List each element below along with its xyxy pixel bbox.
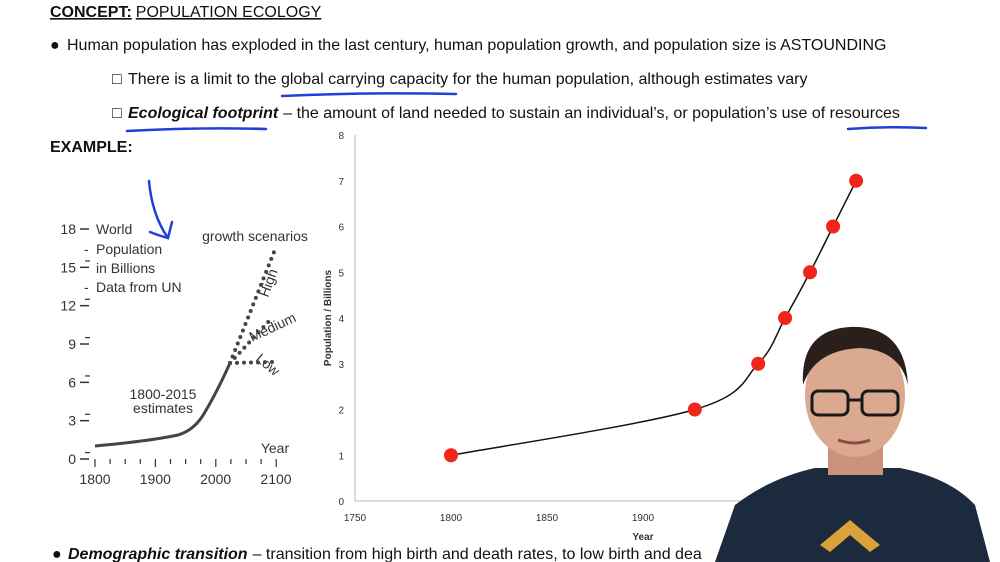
underline (125, 127, 268, 133)
y-tick-label: 4 (338, 314, 344, 325)
checkbox: □ (112, 105, 122, 122)
y-tick-label: 1 (338, 451, 344, 462)
x-label: Year (261, 440, 290, 456)
example-label: EXAMPLE: (50, 139, 133, 156)
estimate-label: estimates (133, 400, 193, 416)
x-tick-label: 2100 (260, 471, 291, 487)
y-axis-label: Population / Billions (323, 270, 334, 367)
y-tick-label: 18 (60, 221, 76, 237)
bullet-dot: ● (50, 37, 60, 54)
y-tick-label: 6 (338, 223, 344, 234)
y-tick-label: 9 (68, 336, 76, 352)
y-tick-label: 3 (338, 360, 344, 371)
header: CONCEPT: POPULATION ECOLOGY (50, 4, 322, 21)
checkbox: □ (112, 71, 122, 88)
arrow (147, 179, 174, 240)
history-curve (94, 362, 232, 448)
y-tick-label: 8 (338, 131, 344, 142)
source: Data from UN (96, 279, 182, 295)
scenario-path (228, 245, 278, 365)
mouth (837, 438, 871, 445)
shirt (715, 468, 990, 562)
shirt-logo (820, 520, 880, 552)
x-tick-label: 2000 (200, 471, 231, 487)
y-tick-label: 0 (338, 497, 344, 508)
bullet-dot: ● (52, 546, 62, 562)
x-tick-label: 1850 (536, 513, 559, 524)
point (803, 265, 818, 280)
y-tick-label: 2 (338, 406, 344, 417)
y-tick-label: 3 (68, 413, 76, 429)
glasses (810, 389, 900, 417)
y-tick-label: 6 (68, 374, 76, 390)
point (751, 356, 766, 371)
x-tick-label: 1900 (632, 513, 655, 524)
term: Ecological footprint (128, 105, 279, 122)
header-label: CONCEPT: (50, 4, 132, 21)
footer-bullet: Demographic transition – transition from … (68, 546, 702, 562)
y-tick-label: 15 (60, 259, 76, 275)
dash: - (84, 241, 89, 257)
y-tick-label: 0 (68, 451, 76, 467)
scenario-title: growth scenarios (202, 228, 308, 244)
dash: - (84, 279, 89, 295)
chart-title-line: World (96, 221, 132, 237)
underline (846, 125, 928, 131)
y-tick-label: 5 (338, 268, 344, 279)
definition: – the amount of land needed to sustain a… (283, 105, 900, 122)
annotations (125, 92, 928, 240)
y-tick-label: 12 (60, 298, 76, 314)
bullet: Human population has exploded in the las… (67, 37, 886, 54)
underline (280, 92, 458, 98)
term: Demographic transition (68, 546, 248, 562)
sub-bullet: Ecological footprint – the amount of land… (128, 105, 900, 122)
y-tick-label: 7 (338, 177, 344, 188)
definition: – transition from high birth and death r… (253, 546, 702, 562)
header-title: POPULATION ECOLOGY (136, 4, 322, 21)
point (826, 219, 841, 234)
webcam-person (715, 326, 990, 562)
estimate-label: 1800-2015 (130, 386, 197, 402)
point (849, 173, 864, 188)
x-tick-label: 1900 (140, 471, 171, 487)
x-axis-label: Year (632, 532, 653, 543)
x-tick-label: 1750 (344, 513, 367, 524)
chart-title-line: Population (96, 241, 162, 257)
x-tick-label: 1800 (79, 471, 110, 487)
point (778, 311, 793, 325)
scenario-path (228, 360, 274, 365)
hair (802, 326, 908, 385)
x-tick-label: 1800 (440, 513, 463, 524)
point (687, 402, 702, 417)
sub-bullet: There is a limit to the global carrying … (128, 71, 807, 88)
chart-title-line: in Billions (96, 260, 155, 276)
right-chart: 0 1 2 3 4 5 6 7 8 1750 1800 1850 1900 Year Population … (323, 131, 931, 543)
point (444, 448, 458, 463)
face (805, 333, 905, 457)
